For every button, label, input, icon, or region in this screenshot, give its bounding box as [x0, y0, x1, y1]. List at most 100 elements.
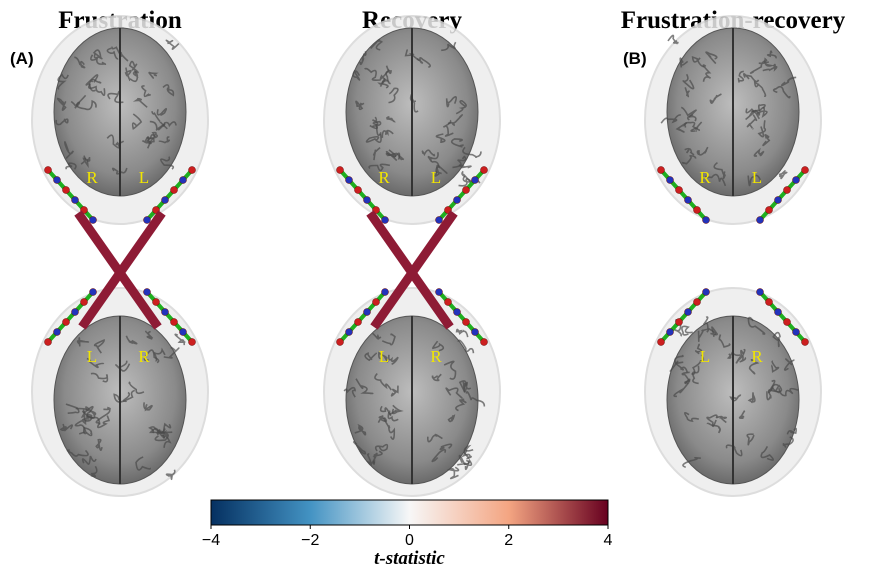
sulcus [95, 438, 103, 451]
sulcus [64, 141, 75, 159]
optode [336, 338, 344, 346]
sulcus [669, 360, 689, 373]
sulcus [762, 134, 771, 147]
optode [792, 176, 800, 184]
sulcus [747, 316, 766, 335]
sulcus [682, 73, 695, 90]
optode [657, 166, 665, 174]
sulcus [684, 147, 695, 156]
sulcus [455, 398, 467, 412]
optode [702, 288, 710, 296]
sulcus [682, 456, 701, 468]
sulcus [70, 94, 87, 109]
optode [89, 288, 97, 296]
optode [444, 298, 452, 306]
optode [71, 196, 79, 204]
sulcus [354, 423, 367, 436]
optode [756, 216, 764, 224]
brain [31, 15, 209, 225]
sulcus [80, 410, 93, 422]
sulcus [370, 38, 384, 51]
sulcus [374, 372, 392, 391]
optode [462, 318, 470, 326]
sulcus [382, 417, 396, 440]
sulcus [165, 469, 176, 481]
sulcus [82, 426, 93, 437]
brain [644, 15, 822, 225]
sulcus [737, 70, 745, 83]
sulcus [355, 378, 374, 395]
sulcus [716, 415, 728, 424]
sulcus [83, 155, 91, 162]
sulcus [111, 167, 128, 175]
connection [78, 210, 166, 330]
sulcus [57, 73, 69, 90]
hemisphere-label: L [379, 347, 389, 366]
sulcus [143, 402, 153, 412]
optode [354, 318, 362, 326]
sulcus [160, 156, 175, 170]
sulcus [135, 456, 151, 471]
optode [188, 338, 196, 346]
sulcus [427, 152, 439, 163]
sulcus [705, 173, 727, 187]
brain [323, 15, 501, 225]
optode [170, 318, 178, 326]
sulcus [387, 354, 399, 366]
optode [684, 308, 692, 316]
sulcus [106, 134, 125, 149]
optode [179, 328, 187, 336]
optode [336, 166, 344, 174]
optode [161, 308, 169, 316]
sulcus [435, 133, 446, 144]
sulcus [465, 391, 486, 407]
sulcus [445, 387, 463, 399]
brain [644, 287, 822, 497]
optode [62, 318, 70, 326]
sulcus [92, 49, 103, 60]
sulcus [162, 84, 175, 97]
optode [152, 298, 160, 306]
sulcus [747, 174, 762, 187]
sulcus [746, 433, 755, 446]
sulcus [162, 422, 173, 434]
sulcus [452, 155, 467, 169]
tick-label: 2 [504, 532, 513, 549]
optode [44, 166, 52, 174]
optode [453, 308, 461, 316]
sulcus [81, 455, 97, 466]
sulcus [128, 381, 145, 395]
optode [435, 288, 443, 296]
sulcus [381, 129, 394, 138]
sulcus [686, 114, 697, 122]
sulcus [660, 114, 682, 124]
sulcus [705, 51, 718, 65]
sulcus [739, 348, 747, 363]
optode [345, 328, 353, 336]
sulcus [93, 338, 105, 354]
sulcus [439, 443, 453, 451]
sulcus [352, 69, 361, 81]
brain [31, 287, 209, 497]
sulcus [156, 107, 168, 116]
sulcus [713, 161, 727, 180]
sulcus [772, 85, 791, 99]
sulcus [441, 41, 457, 52]
optode [363, 196, 371, 204]
optode [354, 186, 362, 194]
sulcus [442, 119, 454, 137]
hemisphere-label: L [139, 168, 149, 187]
sulcus [768, 379, 780, 394]
optode [756, 288, 764, 296]
sulcus [372, 332, 382, 340]
sulcus [455, 99, 467, 115]
sulcus [88, 83, 106, 96]
optode [783, 318, 791, 326]
sulcus [377, 78, 389, 89]
sulcus [463, 381, 472, 393]
sulcus [463, 444, 474, 459]
sulcus [65, 162, 77, 170]
hemisphere-label: R [86, 168, 98, 187]
sulcus [725, 444, 743, 457]
